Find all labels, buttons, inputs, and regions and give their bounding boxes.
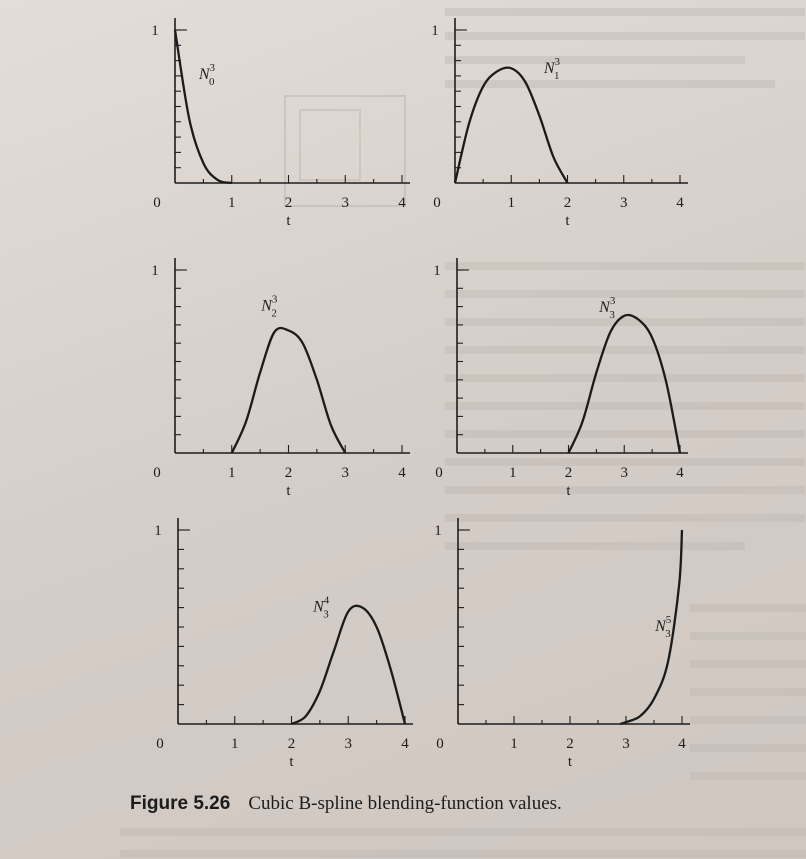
x-axis-title: t [568,754,573,770]
label-superscript: 4 [324,594,330,606]
x-axis-title: t [566,483,571,499]
figure-number: Figure 5.26 [130,793,231,814]
chart-panel-bottom-right: 0 1 2 3 4 1 t N5 3 [434,518,690,770]
x-tick-label: 1 [510,736,518,752]
x-tick-label: 3 [345,736,353,752]
x-tick-label: 1 [228,465,236,481]
caption-text: Cubic B-spline blending-function values. [248,793,562,814]
x-tick-label: 0 [435,465,443,481]
label-base: N [198,66,211,83]
x-tick-label: 4 [678,736,686,752]
panel-label: N3 1 [543,56,561,82]
label-superscript: 3 [555,56,561,68]
x-tick-label: 1 [509,465,517,481]
label-subscript: 0 [209,76,215,88]
x-tick-label: 2 [285,465,293,481]
label-subscript: 3 [665,628,671,640]
label-subscript: 2 [271,307,277,319]
x-tick-label: 1 [508,195,516,211]
blending-curve [453,66,569,184]
x-tick-label: 1 [231,736,239,752]
y-tick-label: 1 [433,263,441,279]
label-base: N [598,299,611,316]
x-tick-label: 4 [676,465,684,481]
label-base: N [543,60,556,77]
panel-label: N3 3 [598,295,616,321]
label-subscript: 1 [554,70,560,82]
x-tick-label: 3 [342,465,350,481]
x-tick-label: 1 [228,195,236,211]
x-tick-label: 0 [436,736,444,752]
panel-label: N3 2 [260,293,278,319]
label-subscript: 3 [609,309,615,321]
x-tick-label: 3 [342,195,350,211]
x-tick-label: 2 [566,736,574,752]
x-tick-label: 3 [620,195,628,211]
x-tick-label: 3 [621,465,629,481]
x-tick-label: 2 [564,195,572,211]
blending-curve [173,29,233,185]
label-superscript: 3 [610,295,616,307]
y-tick-label: 1 [434,523,442,539]
x-axis-title: t [289,754,294,770]
y-tick-label: 1 [431,23,439,39]
x-tick-label: 3 [622,736,630,752]
x-axis-title: t [565,213,570,229]
x-tick-label: 4 [401,736,409,752]
x-tick-label: 0 [433,195,441,211]
label-base: N [654,618,667,635]
panel-label: N3 0 [198,62,216,88]
x-tick-label: 4 [398,195,406,211]
panel-label: N5 3 [654,614,672,640]
blending-curve [290,604,407,726]
figure-caption: Figure 5.26 Cubic B-spline blending-funct… [130,793,562,815]
x-tick-label: 2 [288,736,296,752]
label-base: N [260,297,273,314]
blending-curve [230,326,347,454]
x-tick-label: 2 [565,465,573,481]
label-superscript: 3 [272,293,278,305]
x-axis-title: t [286,213,291,229]
label-superscript: 3 [210,62,216,74]
x-tick-label: 0 [153,195,161,211]
label-subscript: 3 [323,608,329,620]
blending-curve [620,529,684,726]
x-tick-label: 4 [398,465,406,481]
x-axis-title: t [286,483,291,499]
x-tick-label: 0 [153,465,161,481]
x-tick-label: 0 [156,736,164,752]
y-tick-label: 1 [151,23,159,39]
x-tick-label: 2 [285,195,293,211]
y-tick-label: 1 [154,523,162,539]
label-superscript: 5 [666,614,672,626]
blending-curve [567,313,682,454]
x-tick-label: 4 [676,195,684,211]
panel-label: N4 3 [312,594,330,620]
label-base: N [312,598,325,615]
y-tick-label: 1 [151,263,159,279]
